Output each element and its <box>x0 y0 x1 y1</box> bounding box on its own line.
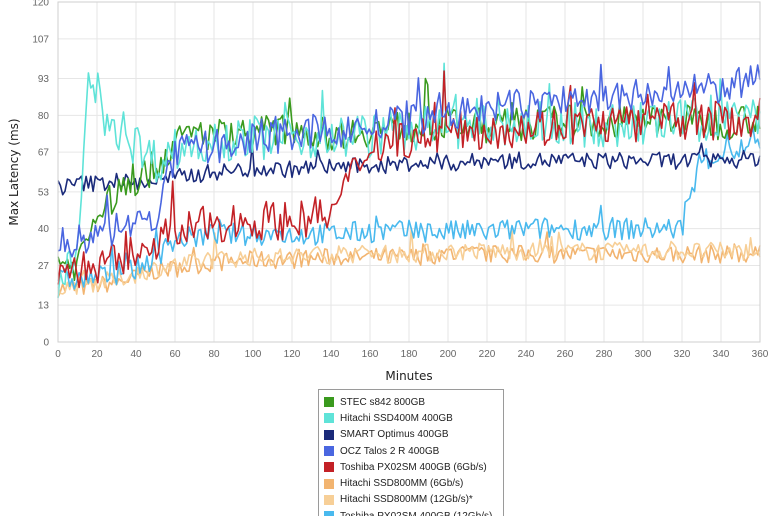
legend-swatch <box>324 429 334 440</box>
y-tick-label: 53 <box>38 187 50 198</box>
x-axis-title: Minutes <box>385 369 432 383</box>
x-tick-label: 360 <box>752 349 769 360</box>
y-tick-label: 0 <box>43 338 49 349</box>
legend-item: SMART Optimus 400GB <box>319 427 503 443</box>
series-line <box>57 63 761 258</box>
x-tick-label: 180 <box>401 349 418 360</box>
x-tick-label: 200 <box>440 349 457 360</box>
legend-item: STEC s842 800GB <box>319 394 503 410</box>
legend-swatch <box>324 413 334 424</box>
axis-ticks: 0 13 27 40 53 67 80 93 107 120 0 20 40 60 80 100 120 140 1… <box>32 0 768 360</box>
y-tick-label: 93 <box>38 74 50 85</box>
x-tick-label: 340 <box>713 349 730 360</box>
legend-swatch <box>324 397 334 408</box>
legend: STEC s842 800GB Hitachi SSD400M 400GB SMAR… <box>318 389 504 516</box>
series-line <box>57 142 761 196</box>
x-tick-label: 300 <box>635 349 652 360</box>
x-tick-label: 140 <box>323 349 340 360</box>
y-tick-label: 40 <box>38 224 50 235</box>
x-tick-label: 120 <box>284 349 301 360</box>
legend-label: SMART Optimus 400GB <box>340 429 449 441</box>
y-tick-label: 67 <box>38 148 50 159</box>
legend-label: Hitachi SSD800MM (6Gb/s) <box>340 478 464 490</box>
x-tick-label: 240 <box>518 349 535 360</box>
legend-item: Hitachi SSD800MM (6Gb/s) <box>319 475 503 491</box>
x-tick-label: 280 <box>596 349 613 360</box>
legend-label: STEC s842 800GB <box>340 396 426 408</box>
x-tick-label: 80 <box>208 349 220 360</box>
x-tick-label: 100 <box>245 349 262 360</box>
x-tick-label: 260 <box>557 349 574 360</box>
y-tick-label: 107 <box>32 34 49 45</box>
legend-label: Toshiba PX02SM 400GB (12Gb/s) <box>340 511 492 516</box>
legend-label: Hitachi SSD400M 400GB <box>340 412 453 424</box>
legend-item: Hitachi SSD400M 400GB <box>319 410 503 426</box>
legend-label: OCZ Talos 2 R 400GB <box>340 445 440 457</box>
legend-item: OCZ Talos 2 R 400GB <box>319 443 503 459</box>
x-tick-label: 160 <box>362 349 379 360</box>
y-tick-label: 120 <box>32 0 49 9</box>
y-tick-label: 13 <box>38 301 50 312</box>
legend-label: Toshiba PX02SM 400GB (6Gb/s) <box>340 461 487 473</box>
series-lines <box>57 62 761 299</box>
legend-label: Hitachi SSD800MM (12Gb/s)* <box>340 494 473 506</box>
y-tick-label: 80 <box>38 111 50 122</box>
legend-swatch <box>324 446 334 457</box>
legend-item: Toshiba PX02SM 400GB (6Gb/s) <box>319 459 503 475</box>
series-line <box>57 62 761 299</box>
x-tick-label: 320 <box>674 349 691 360</box>
x-tick-label: 0 <box>55 349 61 360</box>
series-line <box>57 227 761 295</box>
y-axis-title: Max Latency (ms) <box>7 118 21 225</box>
legend-swatch <box>324 494 334 505</box>
legend-item: Toshiba PX02SM 400GB (12Gb/s) <box>319 508 503 516</box>
legend-swatch <box>324 478 334 489</box>
legend-item: Hitachi SSD800MM (12Gb/s)* <box>319 492 503 508</box>
series-line <box>57 126 761 290</box>
x-tick-label: 60 <box>169 349 181 360</box>
y-tick-label: 27 <box>38 261 50 272</box>
legend-swatch <box>324 511 334 516</box>
plot-frame <box>57 1 761 343</box>
x-tick-label: 40 <box>130 349 142 360</box>
series-line <box>57 70 761 289</box>
x-tick-label: 20 <box>91 349 103 360</box>
x-tick-label: 220 <box>479 349 496 360</box>
legend-swatch <box>324 462 334 473</box>
